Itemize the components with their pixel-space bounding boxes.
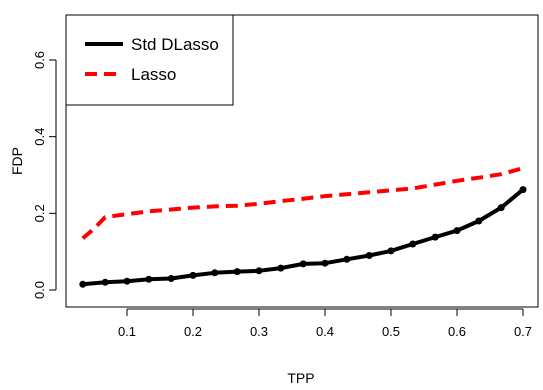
x-tick-label: 0.6 (448, 324, 466, 339)
data-point (211, 269, 219, 277)
data-point (343, 255, 351, 263)
y-axis-label: FDP (9, 147, 25, 175)
y-tick-label: 0.6 (32, 51, 47, 69)
x-tick-label: 0.1 (118, 324, 136, 339)
data-point (299, 260, 307, 268)
legend: Std DLasso Lasso (65, 14, 234, 106)
data-point (431, 233, 439, 241)
y-tick-label: 0.2 (32, 204, 47, 222)
x-ticks: 0.1 0.2 0.3 0.4 0.5 0.6 0.7 (118, 309, 532, 339)
x-tick-label: 0.5 (382, 324, 400, 339)
y-tick-label: 0.0 (32, 281, 47, 299)
series-line-1 (81, 166, 524, 240)
y-tick-label: 0.4 (32, 128, 47, 146)
y-ticks: 0.0 0.2 0.4 0.6 (32, 51, 56, 299)
data-point (101, 278, 109, 286)
x-tick-label: 0.7 (514, 324, 532, 339)
data-point (167, 275, 175, 282)
legend-label-lasso: Lasso (131, 65, 176, 84)
data-point (321, 259, 329, 267)
data-point (519, 186, 527, 194)
data-point (277, 264, 285, 272)
data-point (145, 275, 153, 283)
legend-label-std-dlasso: Std DLasso (131, 35, 219, 54)
data-point (255, 267, 263, 275)
plot-frame (65, 14, 539, 308)
data-point (365, 252, 373, 259)
data-point (453, 227, 461, 235)
data-point (79, 280, 87, 288)
x-tick-label: 0.4 (316, 324, 334, 339)
data-point (475, 217, 483, 225)
series-line-0 (82, 188, 525, 287)
data-point (497, 204, 505, 212)
data-point (233, 268, 241, 276)
series-layer (79, 166, 527, 288)
x-tick-label: 0.2 (184, 324, 202, 339)
x-axis-label: TPP (287, 370, 314, 386)
data-point (189, 271, 197, 279)
legend-box (65, 14, 234, 106)
data-point (123, 277, 131, 285)
data-point (387, 247, 395, 255)
x-tick-label: 0.3 (250, 324, 268, 339)
data-point (409, 240, 417, 248)
